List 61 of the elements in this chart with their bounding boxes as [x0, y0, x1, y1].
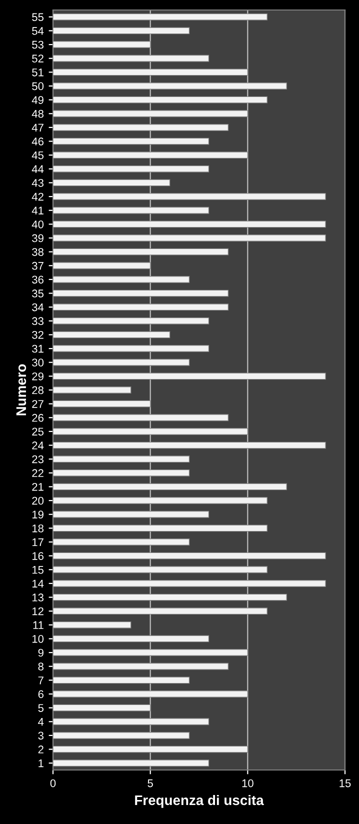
y-tick-label: 35: [32, 290, 44, 298]
y-tick-label: 28: [32, 386, 44, 394]
y-tick-label: 3: [38, 732, 44, 740]
y-tick-label: 12: [32, 607, 44, 616]
y-tick-label: 29: [32, 372, 44, 380]
y-tick-label: 44: [32, 165, 44, 173]
y-tick-label: 15: [32, 566, 44, 574]
y-tick-label: 37: [32, 262, 44, 270]
y-tick-label: 42: [32, 192, 44, 201]
y-tick-label: 21: [32, 482, 44, 491]
y-tick-label: 1: [38, 759, 44, 768]
y-tick-label: 34: [32, 303, 44, 312]
y-tick-label: 6: [38, 690, 44, 698]
y-tick-label: 50: [32, 82, 44, 90]
y-tick-label: 39: [32, 234, 44, 242]
y-tick-label: 51: [32, 68, 44, 76]
y-tick-label: 40: [32, 220, 44, 228]
x-tick-label: 0: [50, 779, 56, 788]
y-tick-label: 49: [32, 96, 44, 104]
y-tick-label: 48: [32, 110, 44, 118]
y-tick-label: 31: [32, 344, 44, 353]
y-tick-label: 2: [38, 746, 44, 754]
x-axis-title: Frequenza di uscita: [135, 794, 264, 808]
y-tick-label: 13: [32, 594, 44, 602]
y-tick-label: 23: [32, 455, 44, 464]
y-tick-label: 14: [32, 580, 44, 588]
y-tick-label: 19: [32, 510, 44, 518]
y-tick-label: 46: [32, 138, 44, 146]
y-tick-label: 7: [38, 676, 44, 684]
y-tick-label: 41: [32, 206, 44, 214]
y-tick-label: 38: [32, 248, 44, 256]
y-tick-label: 18: [32, 524, 44, 532]
y-tick-label: 43: [32, 178, 44, 187]
y-tick-label: 17: [32, 538, 44, 546]
y-tick-label: 36: [32, 276, 44, 284]
y-tick-label: 52: [32, 54, 44, 62]
y-tick-label: 5: [38, 704, 44, 712]
y-tick-label: 24: [32, 442, 44, 450]
y-tick-label: 30: [32, 358, 44, 366]
y-tick-label: 32: [32, 330, 44, 339]
x-tick-label: 5: [148, 779, 153, 788]
y-tick-label: 10: [32, 634, 44, 643]
y-tick-label: 27: [32, 400, 44, 408]
y-tick-label: 11: [33, 621, 44, 629]
y-tick-label: 16: [32, 552, 44, 560]
y-tick-label: 26: [32, 414, 44, 422]
y-tick-label: 33: [32, 317, 44, 326]
y-tick-label: 25: [32, 428, 44, 436]
y-tick-label: 9: [38, 648, 44, 657]
y-tick-label: 4: [38, 718, 44, 726]
x-tick-label: 10: [242, 779, 254, 788]
y-tick-label: 55: [32, 13, 44, 22]
y-tick-label: 47: [32, 124, 44, 132]
x-tick-label: 15: [340, 779, 351, 788]
y-tick-label: 8: [38, 662, 44, 670]
y-axis-title: Numero: [16, 364, 26, 416]
y-tick-label: 45: [32, 151, 44, 160]
y-tick-label: 20: [32, 496, 44, 505]
y-tick-label: 22: [32, 469, 44, 477]
y-tick-label: 53: [32, 40, 44, 49]
y-tick-label: 54: [32, 27, 44, 35]
